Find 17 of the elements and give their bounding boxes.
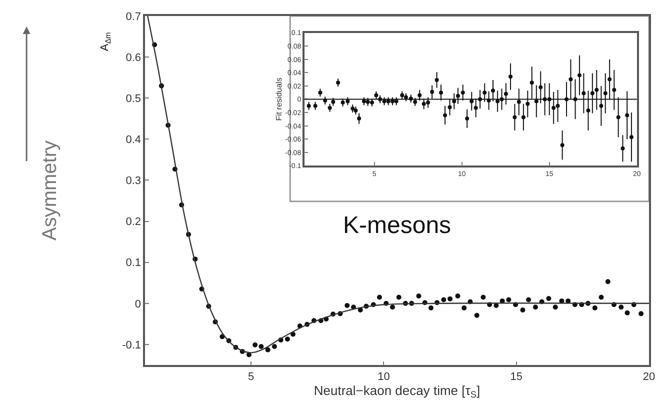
y-tick-label: 0.4: [126, 134, 142, 146]
y-axis-title: Asymmetry: [39, 140, 62, 240]
y-tick-label: 0.1: [126, 257, 142, 270]
y-tick-label: 0.2: [126, 216, 142, 228]
y-tick-label: 0.7: [126, 10, 142, 23]
annotation: K-mesons: [343, 212, 452, 239]
y-tick-label: 0.5: [126, 92, 142, 105]
x-tick-label: 10: [378, 370, 390, 383]
x-tick-label: 20: [642, 370, 656, 383]
x-axis-title: Neutral−kaon decay time [τ$_{S}$]: [314, 382, 480, 400]
y-axis-title: Fit residuals: [274, 78, 284, 121]
y-tick-label: -0.1: [122, 339, 142, 352]
y-tick-label: 0.6: [126, 52, 142, 64]
y-tick-label: 0: [134, 298, 142, 310]
x-tick-label: 5: [248, 370, 254, 383]
x-tick-label: 15: [510, 370, 522, 383]
y-tick-label: 0.3: [126, 175, 142, 188]
